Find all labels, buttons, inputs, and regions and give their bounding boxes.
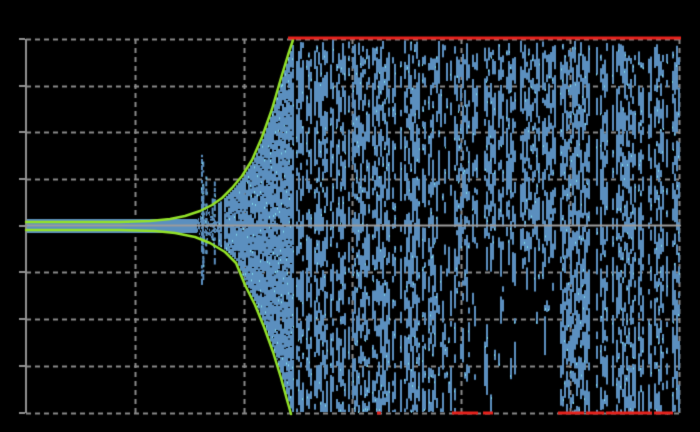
plot-canvas: [0, 0, 700, 432]
chart-figure: [0, 0, 700, 432]
